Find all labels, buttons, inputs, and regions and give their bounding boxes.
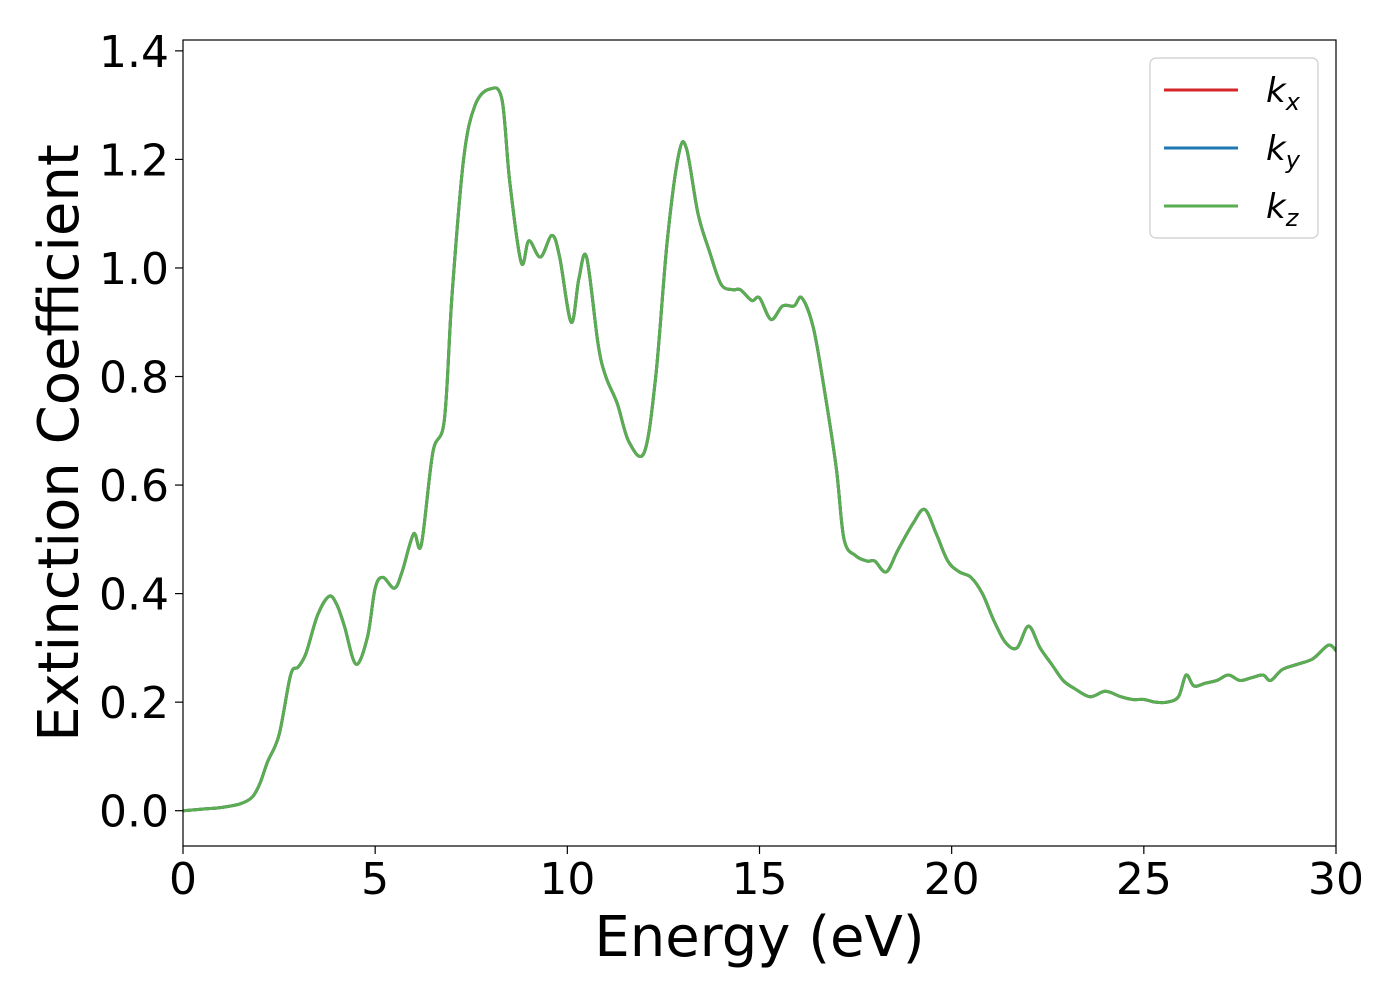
- x-axis-title: Energy (eV): [594, 905, 924, 970]
- x-tick-label: 20: [924, 854, 980, 905]
- x-tick-label: 15: [732, 854, 788, 905]
- legend-label: kz: [1266, 187, 1300, 232]
- legend-item-ky: ky: [1164, 129, 1301, 174]
- y-axis: 0.0 0.2 0.4 0.6 0.8 1.0 1.2 1.4: [99, 27, 183, 838]
- y-tick-label: 0.4: [99, 570, 169, 621]
- legend-item-kz: kz: [1164, 187, 1300, 232]
- x-axis: 0 5 10 15 20 25 30: [169, 846, 1364, 905]
- series-layer: [183, 86, 1336, 813]
- y-tick-label: 0.6: [99, 461, 169, 512]
- legend-label: kx: [1266, 71, 1301, 116]
- x-tick-label: 10: [539, 854, 595, 905]
- y-tick-label: 0.0: [99, 787, 169, 838]
- y-axis-title: Extinction Coefficient: [27, 144, 92, 742]
- legend: kx ky kz: [1149, 57, 1319, 239]
- x-tick-label: 0: [169, 854, 197, 905]
- x-tick-label: 5: [361, 854, 389, 905]
- legend-label: ky: [1266, 129, 1301, 174]
- y-tick-label: 0.8: [99, 353, 169, 404]
- y-tick-label: 1.2: [99, 135, 169, 186]
- legend-item-kx: kx: [1164, 71, 1301, 116]
- x-tick-label: 25: [1116, 854, 1172, 905]
- x-tick-label: 30: [1308, 854, 1364, 905]
- series-line-kz: [183, 86, 1336, 813]
- y-tick-label: 1.4: [99, 27, 169, 78]
- y-tick-label: 1.0: [99, 244, 169, 295]
- y-tick-label: 0.2: [99, 678, 169, 729]
